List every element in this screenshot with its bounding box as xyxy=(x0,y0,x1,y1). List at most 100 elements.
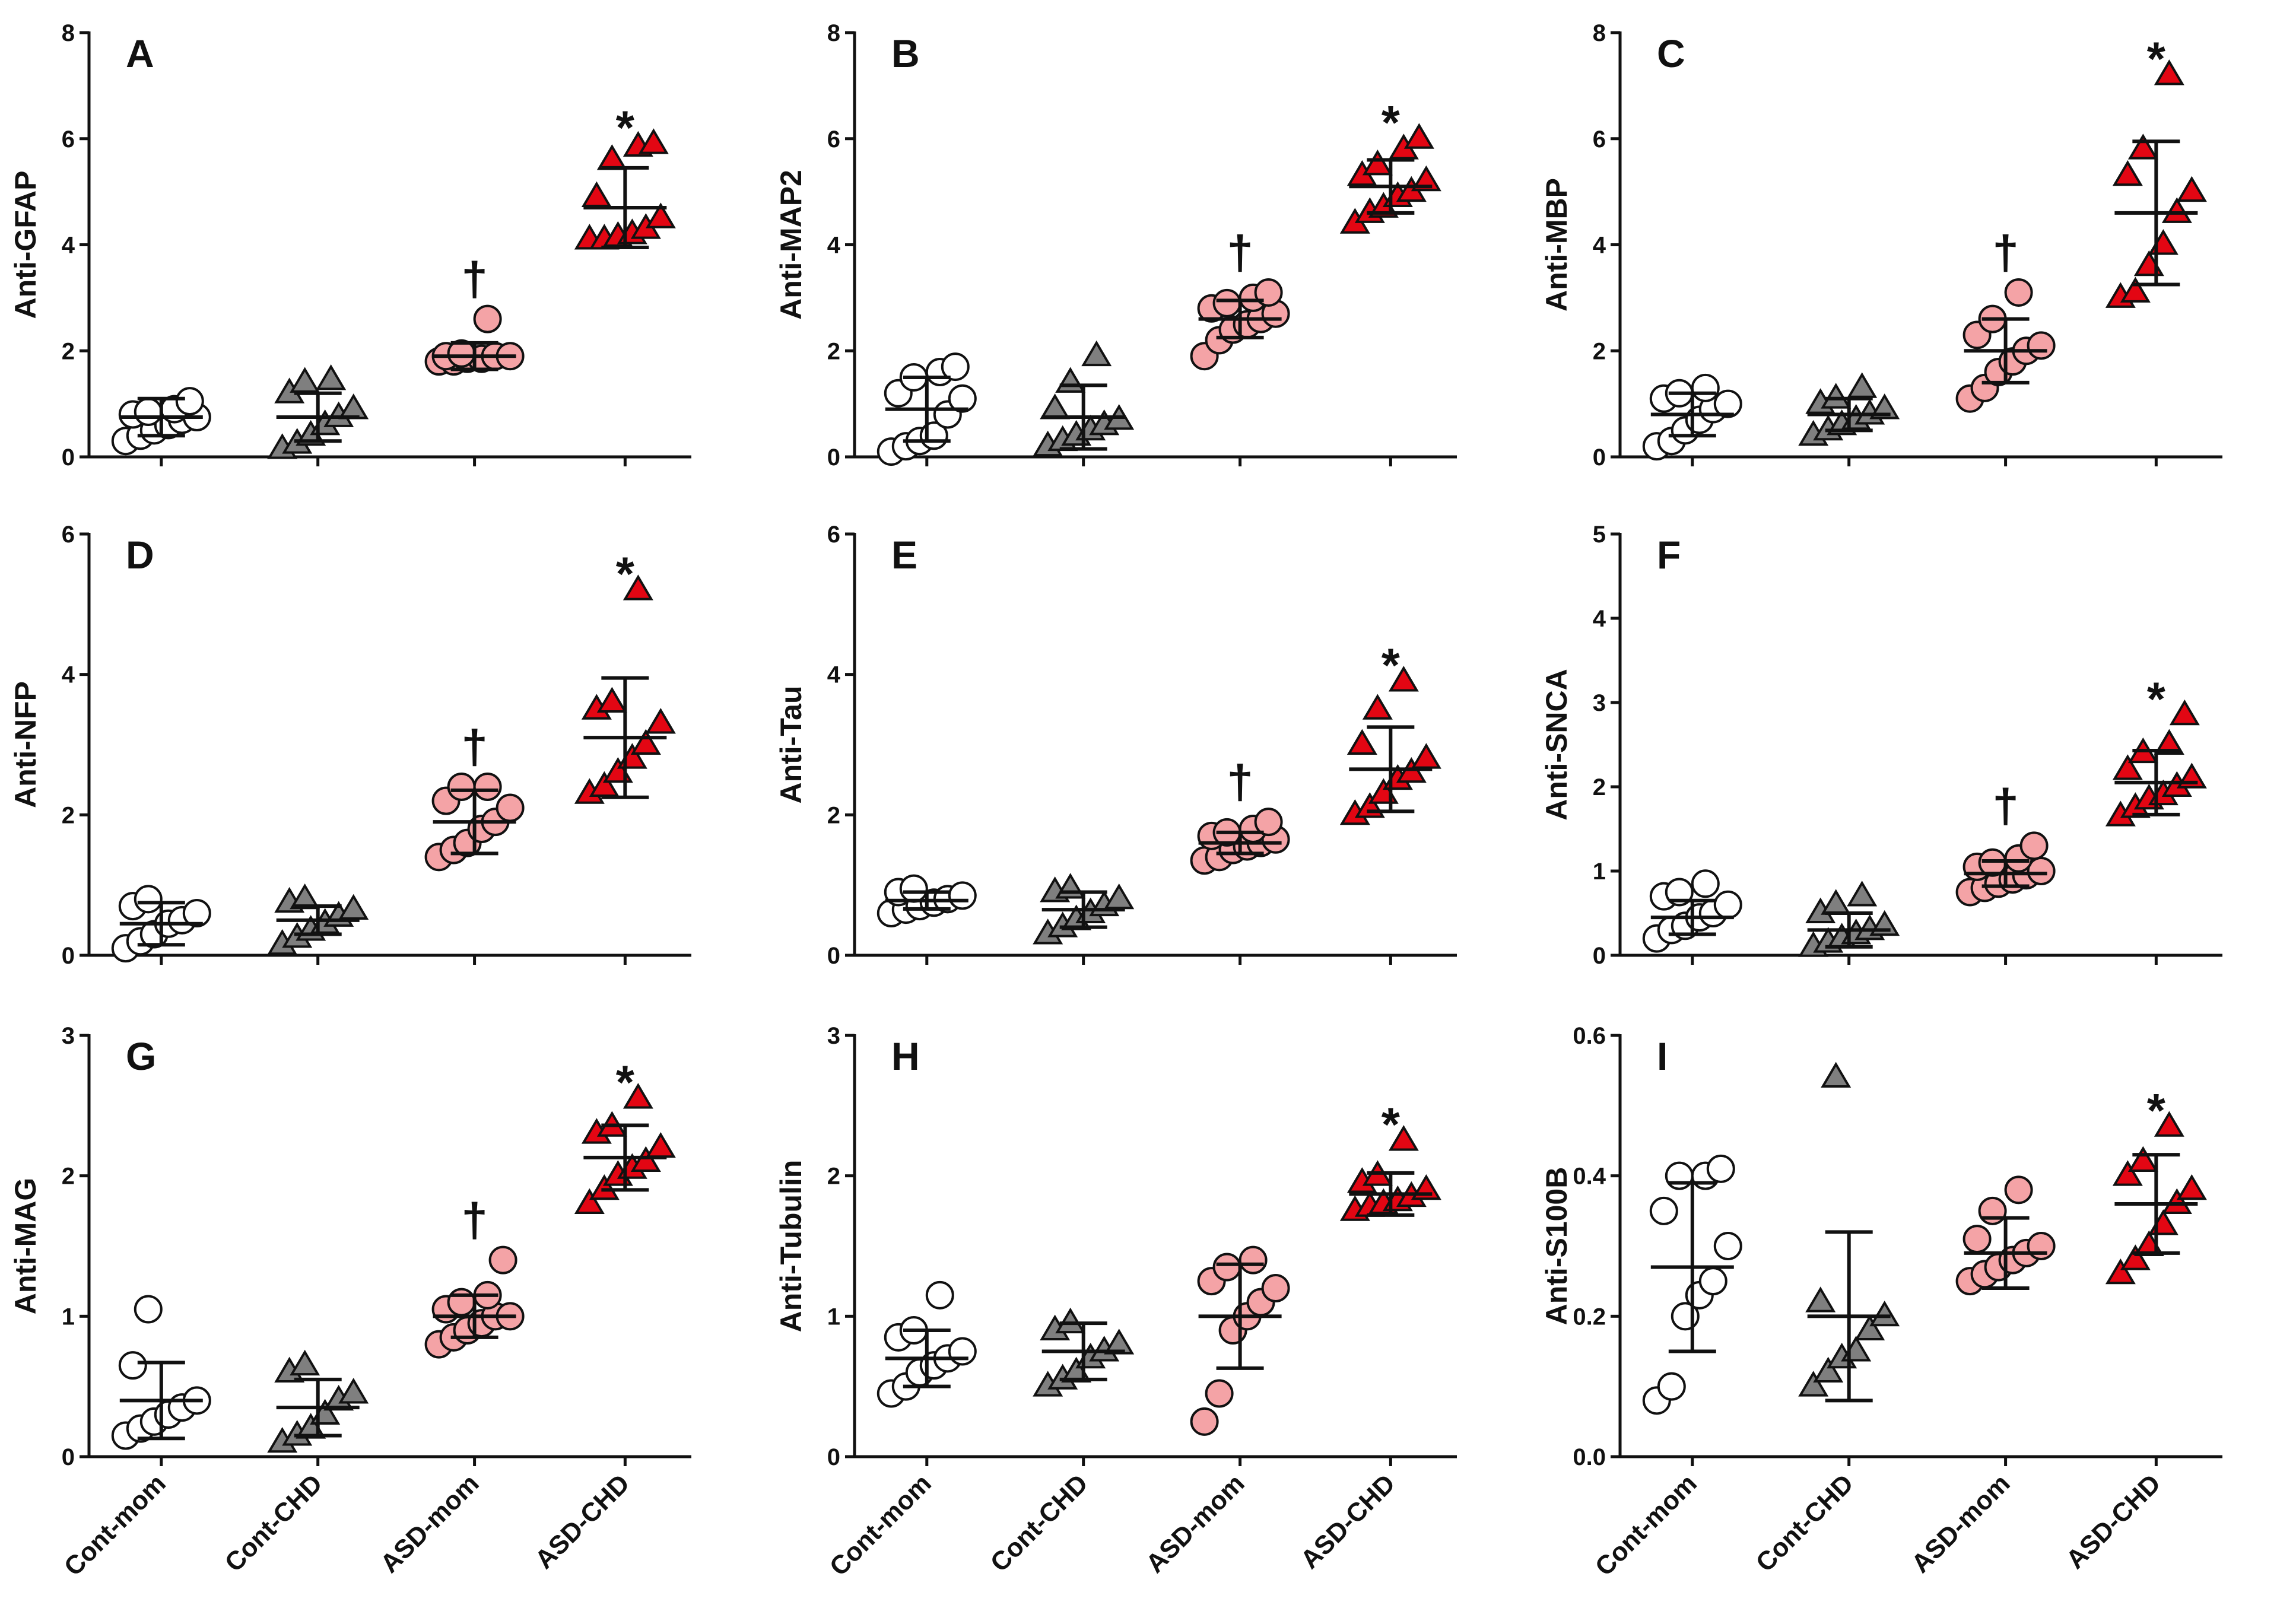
data-point xyxy=(1104,1329,1135,1355)
data-point xyxy=(1798,1371,1829,1397)
y-tick-label: 1 xyxy=(62,1304,75,1330)
y-tick-label: 0.0 xyxy=(1573,1444,1606,1470)
data-point xyxy=(2148,229,2178,255)
y-tick-label: 4 xyxy=(1593,233,1606,259)
data-point xyxy=(2120,1244,2151,1270)
y-tick-label: 2 xyxy=(827,802,840,828)
significance-marker: † xyxy=(461,720,488,773)
data-point xyxy=(1388,666,1419,692)
y-tick-label: 6 xyxy=(1593,126,1606,152)
y-tick-label: 8 xyxy=(827,20,840,46)
y-axis-label: Anti-GFAP xyxy=(9,171,42,319)
panel-h: 0 1 2 3 Anti-Tubulin H Cont-mom Cont-CHD ASD-mom… xyxy=(774,1023,1457,1582)
data-point xyxy=(2176,176,2207,202)
data-point xyxy=(1813,1356,1844,1383)
y-tick-label: 3 xyxy=(827,1023,840,1049)
data-point xyxy=(1411,165,1441,192)
data-point xyxy=(290,367,320,393)
data-point xyxy=(1347,729,1377,755)
y-tick-label: 0 xyxy=(827,444,840,471)
data-point xyxy=(290,1349,320,1376)
y-tick-label: 4 xyxy=(62,662,75,688)
data-point xyxy=(338,393,369,419)
y-tick-label: 8 xyxy=(1593,20,1606,46)
y-tick-label: 2 xyxy=(827,338,840,364)
y-tick-label: 8 xyxy=(62,20,75,46)
y-tick-label: 2 xyxy=(1593,338,1606,364)
data-point xyxy=(1362,150,1393,176)
panel-b: 0 2 4 6 8 Anti-MAP2 B † * xyxy=(774,20,1457,471)
significance-marker: * xyxy=(616,548,635,600)
significance-marker: * xyxy=(1382,96,1401,149)
data-point xyxy=(2105,1258,2136,1285)
y-tick-label: 2 xyxy=(62,1164,75,1190)
data-point xyxy=(623,1083,653,1109)
y-tick-label: 0 xyxy=(827,1444,840,1470)
data-point xyxy=(2169,699,2200,726)
x-tick-label: Cont-mom xyxy=(1590,1469,1703,1581)
data-point xyxy=(925,1280,954,1310)
y-tick-label: 0 xyxy=(62,1444,75,1470)
data-point xyxy=(2112,754,2143,780)
significance-marker: * xyxy=(1382,1098,1401,1151)
significance-marker: * xyxy=(616,1056,635,1109)
significance-marker: † xyxy=(1227,226,1253,279)
panel-f: 0 1 2 3 4 5 Anti-SNCA F † * xyxy=(1540,522,2222,969)
panel-letter: E xyxy=(891,533,917,577)
panel-g: 0 1 2 3 Anti-MAG G Cont-mom Cont-CHD † ASD-mom * AS… xyxy=(9,1023,691,1582)
x-tick-label: Cont-CHD xyxy=(220,1469,328,1577)
y-tick-label: 4 xyxy=(827,662,841,688)
data-point xyxy=(118,1351,147,1380)
panel-letter: B xyxy=(891,31,920,75)
data-point xyxy=(1713,890,1742,919)
panel-c: 0 2 4 6 8 Anti-MBP C † * xyxy=(1540,20,2222,471)
y-tick-label: 0 xyxy=(1593,943,1606,969)
y-axis-label: Anti-MBP xyxy=(1540,178,1573,312)
data-point xyxy=(1869,393,1900,419)
y-tick-label: 0.6 xyxy=(1573,1023,1606,1049)
data-point xyxy=(1261,1274,1290,1302)
data-point xyxy=(1847,881,1878,907)
data-point xyxy=(1212,1253,1241,1282)
y-axis-label: Anti-Tubulin xyxy=(774,1160,808,1333)
data-point xyxy=(134,885,163,914)
y-tick-label: 4 xyxy=(827,233,841,259)
data-point xyxy=(2004,1175,2033,1205)
data-point xyxy=(1190,1407,1219,1436)
y-tick-label: 3 xyxy=(1593,690,1606,716)
data-point xyxy=(1691,373,1720,402)
y-tick-label: 1 xyxy=(1593,859,1606,885)
panel-letter: F xyxy=(1657,533,1681,577)
data-point xyxy=(1665,1161,1694,1190)
panel-letter: A xyxy=(126,31,154,75)
panel-letter: I xyxy=(1657,1034,1668,1078)
significance-marker: * xyxy=(2147,1084,2166,1137)
data-point xyxy=(338,1378,369,1404)
data-point xyxy=(948,1337,977,1366)
y-tick-label: 0 xyxy=(62,943,75,969)
data-point xyxy=(1411,743,1441,769)
data-point xyxy=(2133,250,2164,277)
y-tick-label: 0 xyxy=(62,444,75,471)
data-point xyxy=(2127,1146,2158,1172)
data-point xyxy=(2148,1209,2178,1235)
y-tick-label: 6 xyxy=(827,522,840,548)
data-point xyxy=(630,1146,661,1172)
significance-marker: † xyxy=(461,1194,488,1247)
y-axis-label: Anti-MAG xyxy=(9,1178,42,1315)
data-point xyxy=(175,387,204,416)
data-point xyxy=(1821,1062,1852,1088)
significance-marker: † xyxy=(461,253,488,306)
data-point xyxy=(2161,197,2192,223)
panel-letter: C xyxy=(1657,31,1685,75)
data-point xyxy=(182,899,211,927)
data-point xyxy=(2127,134,2158,160)
data-point xyxy=(623,574,653,600)
x-tick-label: ASD-CHD xyxy=(529,1469,635,1574)
panel-letter: D xyxy=(126,533,154,577)
significance-marker: † xyxy=(1227,755,1253,808)
data-point xyxy=(1841,1336,1872,1362)
data-point xyxy=(948,881,977,910)
y-tick-label: 6 xyxy=(827,126,840,152)
data-point xyxy=(1055,1307,1086,1334)
